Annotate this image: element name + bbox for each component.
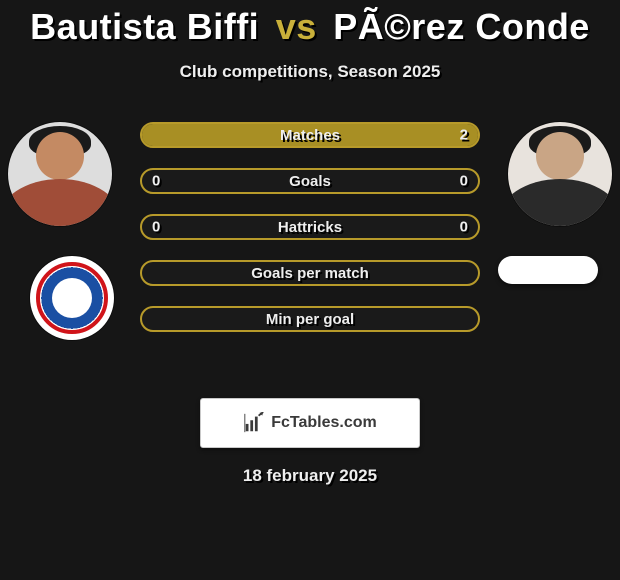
title-vs: vs xyxy=(276,6,317,47)
stat-label: Goals per match xyxy=(251,265,369,282)
stat-label: Hattricks xyxy=(278,219,342,236)
title-player1: Bautista Biffi xyxy=(30,6,259,47)
subtitle: Club competitions, Season 2025 xyxy=(0,62,620,82)
stat-value-right: 2 xyxy=(460,127,468,144)
stat-row: Goals per match xyxy=(140,260,480,286)
chart-icon xyxy=(243,412,265,434)
brand-text: FcTables.com xyxy=(271,414,377,432)
player1-avatar xyxy=(8,122,112,226)
page-title: Bautista Biffi vs PÃ©rez Conde xyxy=(0,0,620,48)
stat-row: Matches 2 xyxy=(140,122,480,148)
stat-row: 0 Hattricks 0 xyxy=(140,214,480,240)
stat-value-left: 0 xyxy=(152,173,160,190)
stat-row: Min per goal xyxy=(140,306,480,332)
player1-club-badge xyxy=(30,256,114,340)
comparison-content: Matches 2 0 Goals 0 0 Hattricks 0 Goals per matc… xyxy=(0,122,620,382)
stat-value-right: 0 xyxy=(460,173,468,190)
avatar-silhouette xyxy=(8,122,112,226)
avatar-silhouette xyxy=(508,122,612,226)
club-badge-inner xyxy=(36,262,108,334)
stat-value-right: 0 xyxy=(460,219,468,236)
brand-card[interactable]: FcTables.com xyxy=(200,398,420,448)
title-player2: PÃ©rez Conde xyxy=(333,6,590,47)
date-text: 18 february 2025 xyxy=(0,466,620,486)
stat-row: 0 Goals 0 xyxy=(140,168,480,194)
player2-avatar xyxy=(508,122,612,226)
stat-label: Min per goal xyxy=(266,311,354,328)
stat-label: Matches xyxy=(280,127,340,144)
player2-club-badge xyxy=(498,256,598,284)
stat-value-left: 0 xyxy=(152,219,160,236)
stat-label: Goals xyxy=(289,173,331,190)
stats-rows: Matches 2 0 Goals 0 0 Hattricks 0 Goals per matc… xyxy=(140,122,480,352)
